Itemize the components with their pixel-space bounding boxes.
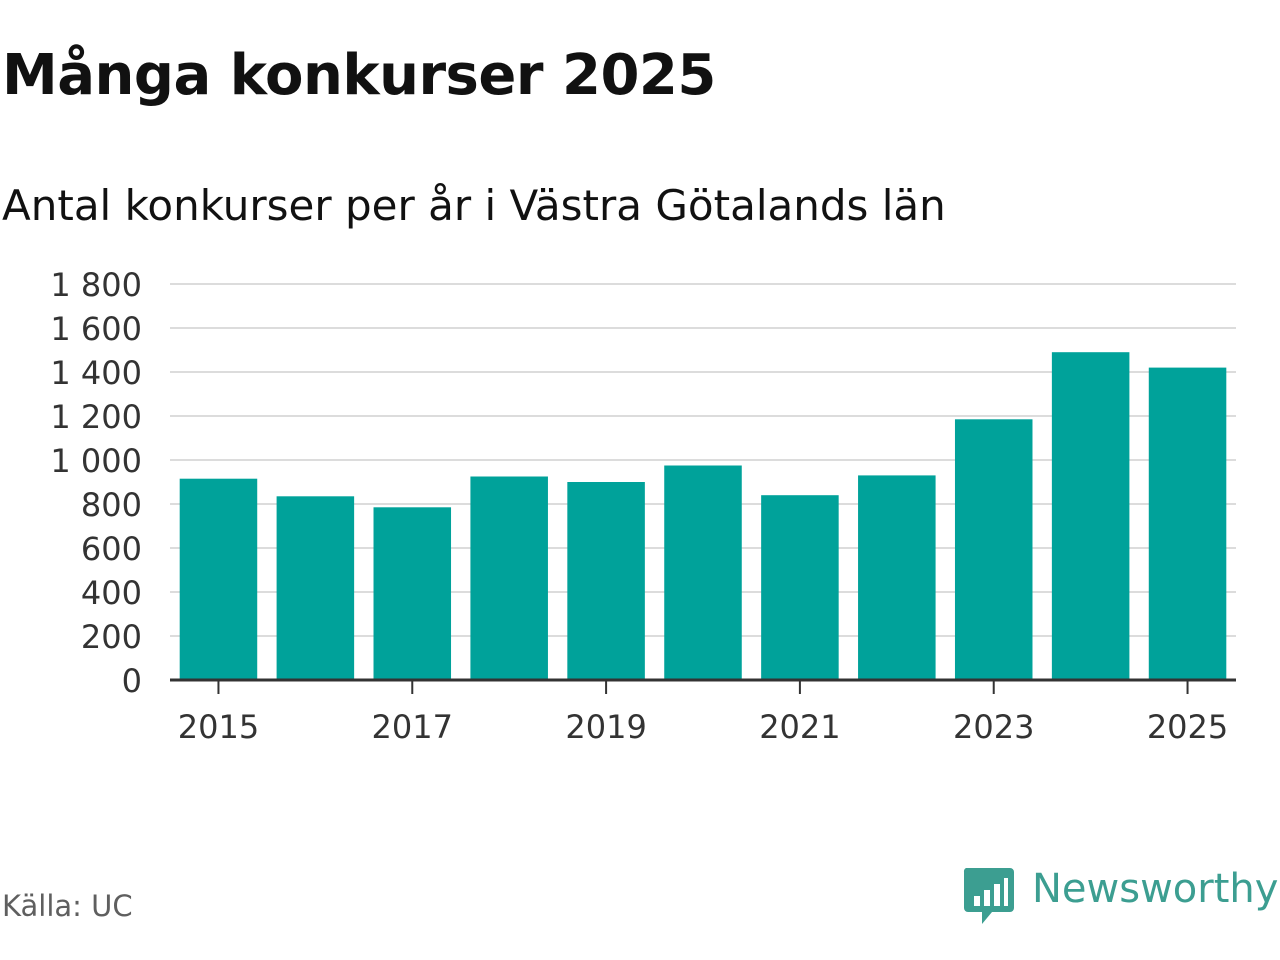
y-axis-labels: 0 200 400 600 800 1 000 1 200 1 400 1 600 1 800 — [50, 266, 142, 700]
bar-2024 — [1051, 352, 1130, 680]
bar-2017 — [373, 507, 452, 680]
y-tick-label: 800 — [81, 486, 142, 524]
y-tick-label: 1 600 — [50, 310, 142, 348]
bar-2018 — [470, 476, 548, 680]
y-tick-label: 1 800 — [50, 266, 142, 304]
brand-logo: Newsworthy — [962, 864, 1279, 928]
y-tick-label: 400 — [81, 574, 142, 612]
y-tick-label: 200 — [81, 618, 142, 656]
bar-2020 — [664, 465, 742, 680]
y-tick-label: 1 400 — [50, 354, 142, 392]
chart-subtitle: Antal konkurser per år i Västra Götaland… — [2, 181, 946, 230]
x-axis-labels: 2015 2017 2019 2021 2023 2025 — [178, 708, 1229, 746]
x-tick-label: 2019 — [565, 708, 646, 746]
bar-2023 — [954, 419, 1033, 680]
x-tick-label: 2023 — [953, 708, 1034, 746]
bar-chart: 0 200 400 600 800 1 000 1 200 1 400 1 600 1 800 2… — [50, 266, 1236, 746]
y-tick-label: 0 — [122, 662, 142, 700]
x-tick-label: 2025 — [1147, 708, 1228, 746]
x-tick-label: 2017 — [372, 708, 453, 746]
y-tick-label: 1 200 — [50, 398, 142, 436]
bar-chart-speech-bubble-icon — [963, 868, 1014, 924]
brand-name: Newsworthy — [1032, 866, 1279, 912]
source-note: Källa: UC — [2, 889, 133, 923]
bar-2019 — [567, 482, 645, 680]
y-tick-label: 600 — [81, 530, 142, 568]
bar-2016 — [276, 496, 355, 680]
bars — [179, 352, 1227, 680]
bar-2015 — [179, 478, 258, 680]
bar-2022 — [858, 475, 936, 680]
chart-title: Många konkurser 2025 — [2, 43, 716, 108]
bar-2025 — [1148, 367, 1227, 680]
x-tick-label: 2015 — [178, 708, 259, 746]
x-axis — [170, 678, 1236, 694]
y-tick-label: 1 000 — [50, 442, 142, 480]
x-tick-label: 2021 — [759, 708, 840, 746]
bar-2021 — [761, 495, 839, 680]
